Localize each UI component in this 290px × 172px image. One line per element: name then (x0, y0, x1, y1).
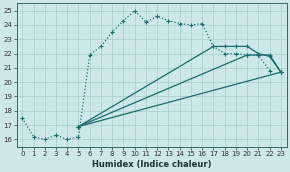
X-axis label: Humidex (Indice chaleur): Humidex (Indice chaleur) (92, 159, 211, 169)
